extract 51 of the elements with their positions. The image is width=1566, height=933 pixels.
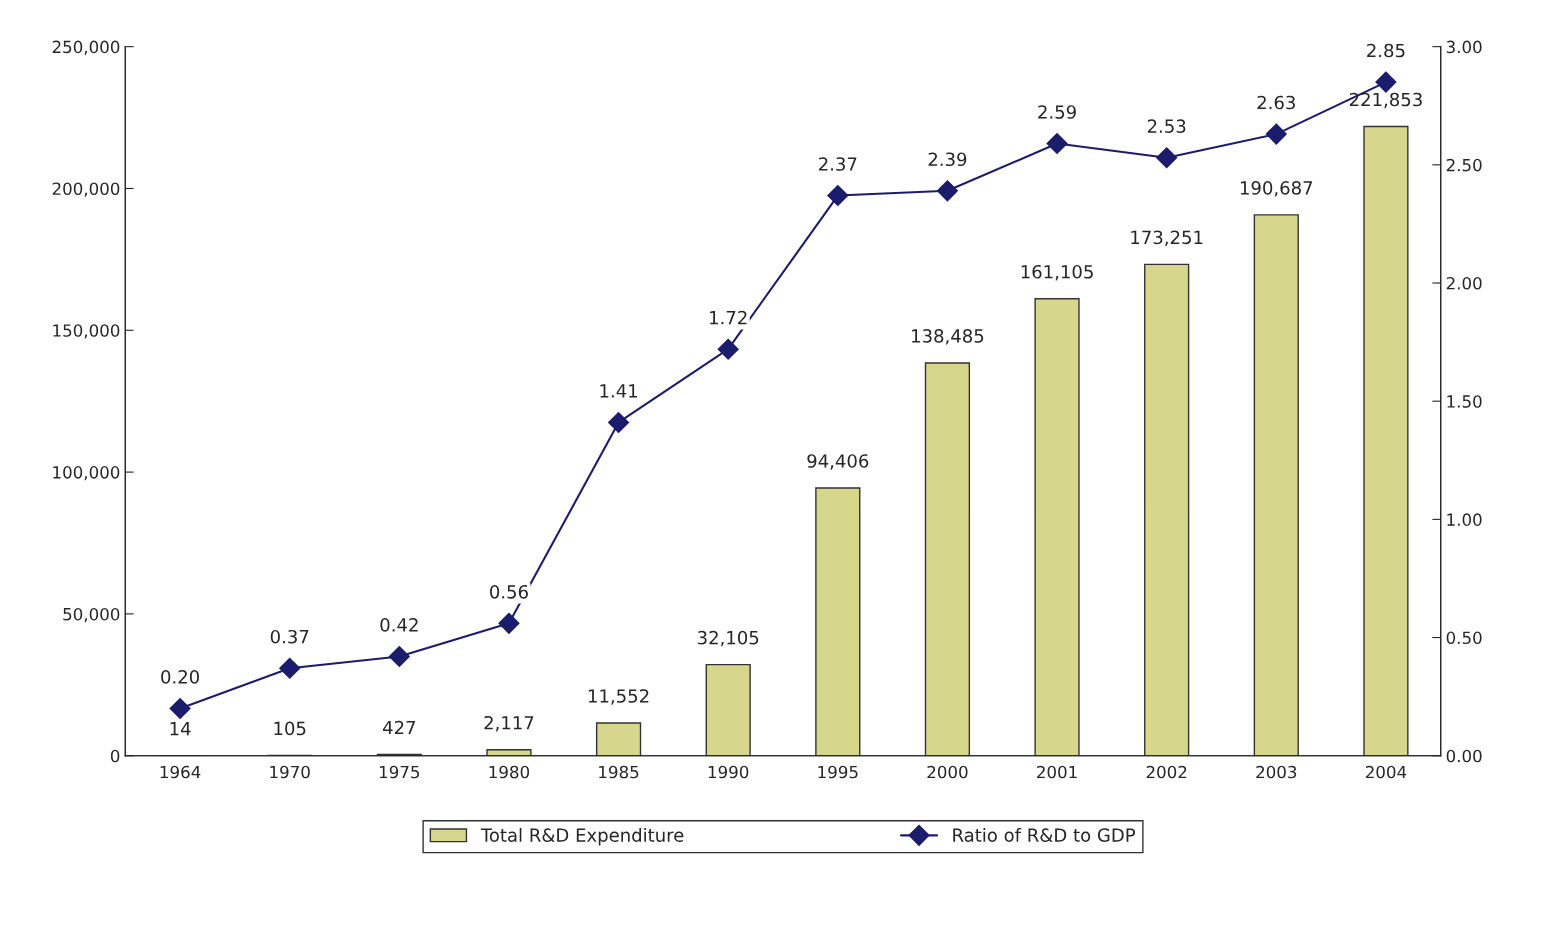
data-label: 1.72 [710,310,747,325]
data-label: 1.41 [600,384,637,398]
x-tick-label: 1964 [160,765,201,779]
data-label: 94,406 [807,454,869,470]
data-label: 2,117 [484,715,534,732]
data-label: 32,105 [697,630,759,647]
x-tick-label: 1970 [270,765,310,779]
legend-label: Total R&D Expenditure [480,827,684,846]
y2-tick-label: 1.00 [1447,513,1482,526]
data-label: 2.85 [1367,43,1405,58]
data-label: 11,552 [588,689,649,705]
data-label: 2.39 [928,152,967,167]
data-label: 161,105 [1021,264,1093,281]
y2-tick-label: 0.50 [1446,631,1482,645]
x-tick-label: 1995 [818,765,858,779]
legend-label: Ratio of R&D to GDP [953,827,1136,842]
x-tick-label: 2004 [1365,765,1407,779]
y-tick-label: 200,000 [52,182,120,197]
data-label: 105 [274,721,306,736]
y-tick-label: 50,000 [63,607,120,623]
y2-tick-label: 1.50 [1447,395,1482,408]
data-label: 173,251 [1131,230,1203,247]
data-label: 0.20 [161,670,199,684]
y-tick-label: 250,000 [52,40,120,55]
x-tick-label: 1990 [708,765,749,779]
data-label: 2.37 [819,157,857,171]
x-tick-label: 2000 [927,765,968,779]
data-label: 138,485 [912,329,984,345]
x-tick-label: 1980 [489,765,530,779]
data-label: 2.59 [1038,105,1076,119]
data-label: 0.56 [490,584,528,599]
data-label: 0.37 [270,629,309,644]
y2-tick-label: 3.00 [1446,40,1482,54]
data-label: 2.53 [1147,119,1186,133]
data-label: 190,687 [1240,181,1313,197]
data-label: 427 [382,720,416,735]
data-label: 221,853 [1349,92,1422,109]
y-tick-label: 100,000 [53,466,120,481]
y2-tick-label: 0.00 [1446,749,1482,763]
y-tick-label: 150,000 [53,324,120,339]
data-label: 2.63 [1257,95,1295,110]
y-tick-label: 0 [110,749,120,763]
x-tick-label: 2001 [1037,765,1077,779]
x-tick-label: 1985 [599,765,639,779]
x-tick-label: 2003 [1256,765,1297,779]
x-tick-label: 2002 [1146,765,1187,779]
data-label: 14 [170,722,191,736]
x-tick-label: 1975 [379,765,420,779]
data-label: 0.42 [380,618,418,632]
y2-tick-label: 2.50 [1446,158,1482,172]
y2-tick-label: 2.00 [1446,276,1482,290]
